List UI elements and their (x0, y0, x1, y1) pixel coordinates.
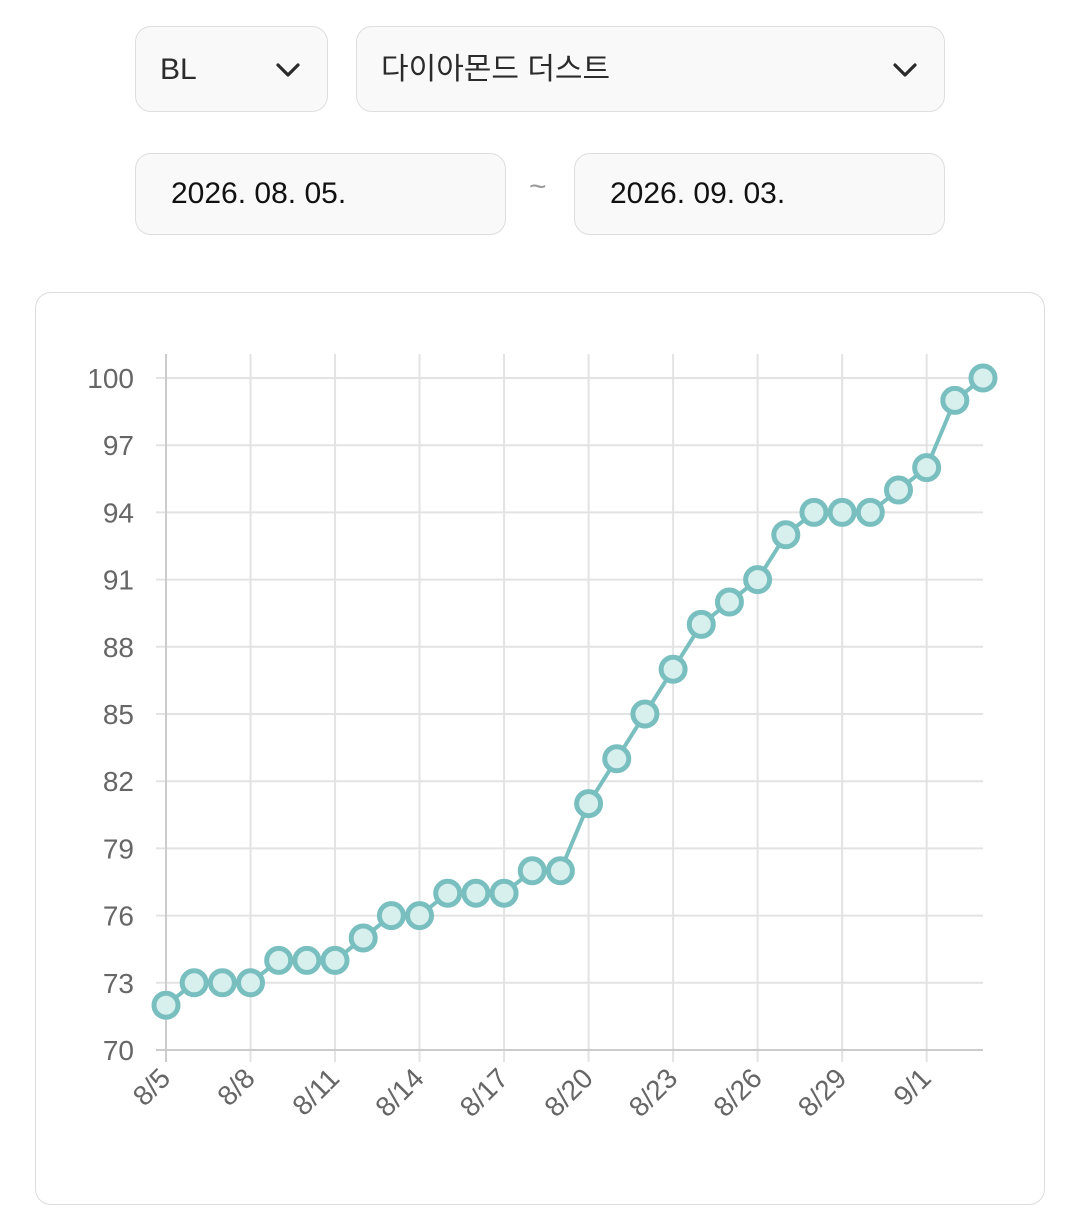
data-point[interactable] (968, 363, 998, 393)
data-point[interactable] (292, 945, 322, 975)
item-select-value: 다이아몬드 더스트 (381, 53, 611, 86)
start-date-field[interactable] (135, 153, 506, 235)
y-tick-label: 73 (103, 968, 134, 999)
data-point[interactable] (207, 968, 237, 998)
data-point[interactable] (799, 497, 829, 527)
data-point[interactable] (771, 520, 801, 550)
data-point[interactable] (179, 968, 209, 998)
x-tick-label: 8/11 (286, 1062, 345, 1121)
x-tick-label: 8/29 (792, 1062, 852, 1122)
chart-axes (156, 354, 983, 1062)
x-tick-label: 8/20 (538, 1062, 598, 1122)
data-point[interactable] (489, 878, 519, 908)
x-tick-label: 8/14 (369, 1062, 429, 1122)
chart-series (151, 363, 998, 1020)
data-point[interactable] (376, 901, 406, 931)
data-point[interactable] (602, 744, 632, 774)
data-point[interactable] (405, 901, 435, 931)
y-tick-label: 97 (103, 430, 134, 461)
series-line (164, 376, 985, 1007)
data-point[interactable] (658, 654, 688, 684)
price-chart-card (35, 292, 1045, 1205)
data-point[interactable] (320, 945, 350, 975)
data-point[interactable] (517, 856, 547, 886)
data-point[interactable] (433, 878, 463, 908)
chevron-down-icon (276, 63, 300, 77)
data-point[interactable] (686, 609, 716, 639)
data-point[interactable] (855, 497, 885, 527)
end-date-field[interactable] (574, 153, 945, 235)
data-point[interactable] (714, 587, 744, 617)
data-point[interactable] (574, 789, 604, 819)
data-point[interactable] (348, 923, 378, 953)
x-axis-tick-labels: 8/5 8/8 8/11 8/14 8/17 8/20 8/23 8/26 8/29 9/1 (127, 1062, 937, 1122)
data-point[interactable] (630, 699, 660, 729)
x-tick-label: 8/8 (211, 1062, 260, 1111)
chevron-down-icon (893, 63, 917, 77)
end-date-input[interactable] (575, 154, 944, 234)
x-tick-label: 8/5 (127, 1062, 176, 1111)
y-tick-label: 79 (103, 833, 134, 864)
data-point[interactable] (743, 565, 773, 595)
data-point[interactable] (883, 475, 913, 505)
item-select[interactable]: 다이아몬드 더스트 (356, 26, 945, 112)
data-point[interactable] (151, 990, 181, 1020)
x-tick-label: 8/23 (623, 1062, 683, 1122)
x-tick-label: 8/17 (454, 1062, 514, 1122)
y-axis-tick-labels: 70 73 76 79 82 85 88 91 94 97 100 (87, 363, 134, 1066)
date-range-separator: ~ (529, 170, 547, 203)
data-point[interactable] (264, 945, 294, 975)
y-tick-label: 94 (103, 497, 134, 528)
x-tick-label: 9/1 (887, 1062, 936, 1111)
x-tick-label: 8/26 (707, 1062, 767, 1122)
y-tick-label: 91 (103, 565, 134, 596)
y-tick-label: 76 (103, 901, 134, 932)
y-tick-label: 100 (87, 363, 134, 394)
data-point[interactable] (236, 968, 266, 998)
y-tick-label: 88 (103, 632, 134, 663)
data-point[interactable] (827, 497, 857, 527)
start-date-input[interactable] (136, 154, 505, 234)
chart-grid (156, 354, 983, 1062)
data-point[interactable] (545, 856, 575, 886)
data-point[interactable] (940, 385, 970, 415)
category-select[interactable]: BL (135, 26, 328, 112)
data-point[interactable] (461, 878, 491, 908)
y-tick-label: 70 (103, 1035, 134, 1066)
category-select-value: BL (160, 53, 197, 86)
y-tick-label: 82 (103, 766, 134, 797)
data-point[interactable] (912, 453, 942, 483)
y-tick-label: 85 (103, 699, 134, 730)
